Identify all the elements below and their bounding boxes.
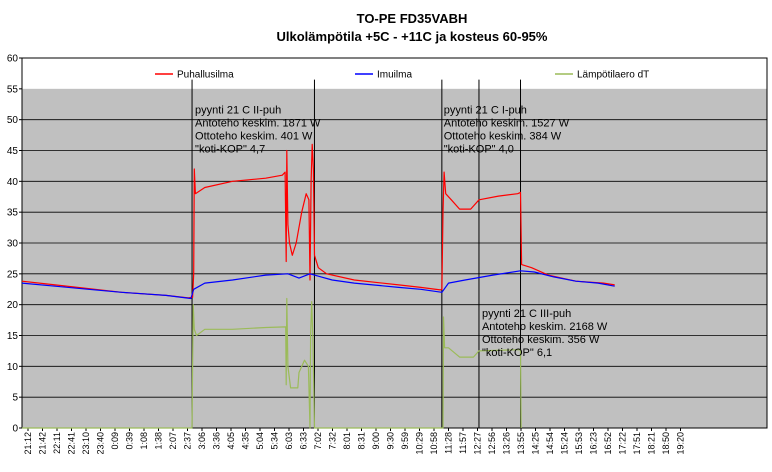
plot-background [22, 88, 767, 428]
y-tick-label: 15 [7, 331, 19, 342]
x-axis: 21:12 21:42 22:11 22:41 23:10 23:40 0:09 0:39 1:… [22, 427, 767, 455]
chart-title: TO-PE FD35VABH [357, 11, 468, 26]
x-tick-label: 22:41 [67, 432, 77, 455]
x-tick-label: 18:50 [661, 432, 671, 455]
annotation-text: Antoteho keskim. 2168 W [482, 321, 608, 333]
x-tick-label: 21:42 [38, 432, 48, 455]
y-tick-label: 20 [7, 300, 19, 311]
y-tick-label: 45 [7, 146, 19, 157]
x-tick-label: 9:00 [371, 432, 381, 450]
y-tick-label: 5 [12, 393, 18, 404]
x-tick-label: 2:37 [183, 432, 193, 450]
x-tick-label: 3:06 [197, 432, 207, 450]
x-tick-label: 23:40 [96, 432, 106, 455]
x-tick-label: 19:20 [676, 432, 686, 455]
x-tick-label: 5:34 [270, 432, 280, 450]
legend-label: Imuilma [377, 70, 412, 81]
annotation-text: Ottoteho keskim. 356 W [482, 334, 600, 346]
series-line-imuilma [21, 270, 615, 300]
series-group [21, 143, 615, 429]
annotation-text: Antoteho keskim. 1871 W [195, 118, 321, 130]
y-tick-label: 60 [7, 54, 19, 65]
x-tick-label: 10:29 [415, 432, 425, 455]
x-tick-label: 0:09 [110, 432, 120, 450]
x-tick-label: 15:53 [574, 432, 584, 455]
legend-band [22, 58, 767, 89]
legend-label: Puhallusilma [177, 70, 234, 81]
x-tick-label: 8:31 [357, 432, 367, 450]
x-tick-label: 6:03 [284, 432, 294, 450]
x-tick-label: 16:23 [589, 432, 599, 455]
legend-label: Lämpötilaero dT [577, 70, 649, 81]
x-tick-label: 23:10 [81, 432, 91, 455]
annotation-text: Ottoteho keskim. 401 W [195, 131, 313, 143]
plot-area [21, 57, 768, 429]
y-axis: 0 5 10 15 20 25 30 35 40 45 50 55 60 [7, 54, 23, 435]
x-tick-label: 14:54 [545, 432, 555, 455]
annotation-text: pyynti 21 C I-puh [444, 105, 527, 117]
x-tick-label: 12:27 [473, 432, 483, 455]
x-tick-label: 5:04 [255, 432, 265, 450]
y-tick-label: 35 [7, 208, 19, 219]
x-tick-label: 9:59 [400, 432, 410, 450]
x-tick-label: 17:51 [632, 432, 642, 455]
x-tick-label: 13:55 [516, 432, 526, 455]
y-tick-label: 50 [7, 115, 19, 126]
x-tick-label: 6:33 [299, 432, 309, 450]
y-tick-label: 0 [12, 424, 18, 435]
annotation-text: "koti-KOP" 6,1 [482, 347, 552, 359]
x-tick-label: 0:39 [125, 432, 135, 450]
annotation-text: pyynti 21 C II-puh [195, 105, 281, 117]
x-tick-label: 12:56 [487, 432, 497, 455]
y-tick-label: 40 [7, 177, 19, 188]
x-tick-label: 1:08 [139, 432, 149, 450]
x-tick-label: 17:22 [618, 432, 628, 455]
annotation-text: Ottoteho keskim. 384 W [444, 131, 562, 143]
x-tick-label: 11:28 [444, 432, 454, 454]
grid-lines [22, 119, 767, 398]
x-tick-label: 4:05 [226, 432, 236, 450]
series-line-l-mp-tilaero-dt [22, 297, 522, 429]
annotation-text: Antoteho keskim. 1527 W [444, 118, 570, 130]
y-tick-label: 25 [7, 269, 19, 280]
annotation-text: "koti-KOP" 4,0 [444, 144, 514, 156]
annotation-text: pyynti 21 C III-puh [482, 308, 571, 320]
series-line-puhallusilma [21, 143, 615, 299]
x-tick-label: 8:01 [342, 432, 352, 450]
y-tick-label: 55 [7, 84, 19, 95]
x-tick-label: 16:52 [603, 432, 613, 455]
annotation-text: "koti-KOP" 4,7 [195, 144, 265, 156]
y-tick-label: 30 [7, 239, 19, 250]
x-tick-label: 7:32 [328, 432, 338, 450]
x-tick-label: 15:24 [560, 432, 570, 455]
x-tick-label: 18:21 [647, 432, 657, 455]
x-tick-label: 1:38 [154, 432, 164, 450]
x-tick-label: 9:30 [386, 432, 396, 450]
x-tick-label: 10:58 [429, 432, 439, 455]
x-tick-label: 14:25 [531, 432, 541, 455]
legend: Puhallusilma Imuilma Lämpötilaero dT [155, 70, 649, 81]
y-tick-label: 10 [7, 362, 19, 373]
x-tick-label: 21:12 [23, 432, 33, 455]
chart-subtitle: Ulkolämpötila +5C - +11C ja kosteus 60-9… [277, 29, 548, 44]
x-tick-label: 22:11 [52, 432, 62, 454]
x-tick-label: 7:02 [313, 432, 323, 450]
x-tick-label: 4:35 [241, 432, 251, 450]
x-tick-label: 13:26 [502, 432, 512, 455]
x-tick-label: 11:57 [458, 432, 468, 454]
x-tick-label: 3:36 [212, 432, 222, 450]
x-tick-label: 2:07 [168, 432, 178, 450]
